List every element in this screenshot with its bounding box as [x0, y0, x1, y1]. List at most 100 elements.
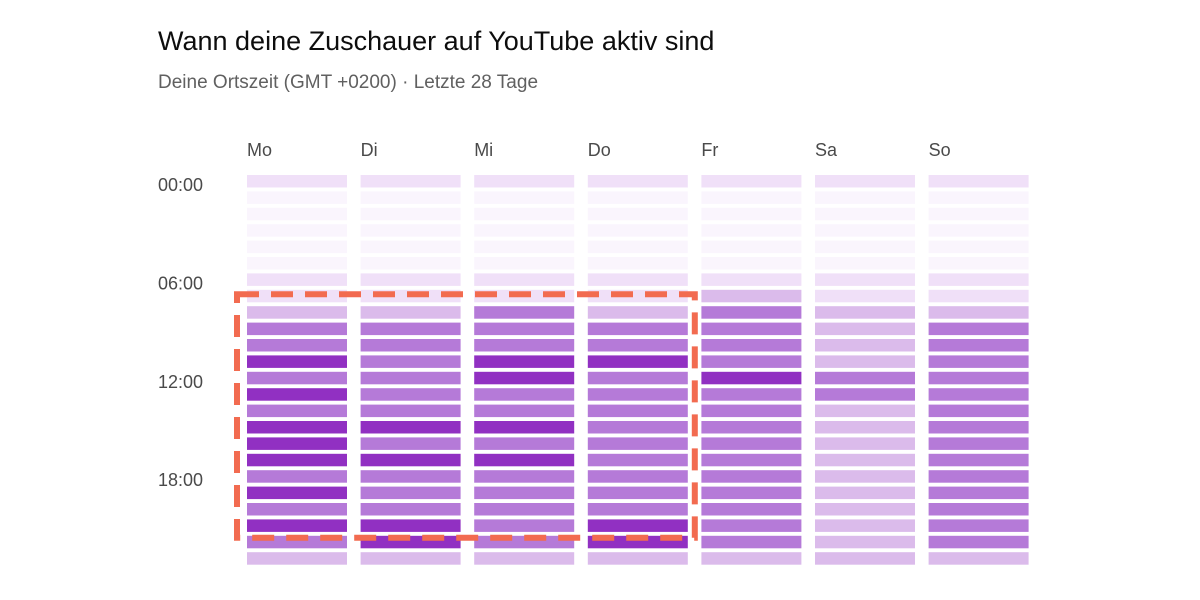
- heatmap-cell-mo-23: [247, 552, 347, 565]
- heatmap-cell-mo-16: [247, 437, 347, 450]
- day-label-mo: Mo: [247, 140, 272, 160]
- heatmap-cell-mi-17: [474, 453, 575, 467]
- heatmap-cell-mo-17: [247, 453, 347, 467]
- heatmap-cell-so-00: [928, 175, 1029, 188]
- heatmap-cell-sa-14: [815, 404, 915, 418]
- heatmap-cell-do-13: [587, 388, 688, 401]
- heatmap-cell-do-05: [587, 257, 688, 270]
- heatmap-cells: [247, 175, 1029, 565]
- heatmap-cell-mo-19: [247, 486, 347, 500]
- heatmap-cell-sa-05: [815, 257, 915, 270]
- heatmap-cell-mi-03: [474, 224, 575, 237]
- heatmap-cell-mo-12: [247, 371, 347, 385]
- heatmap-cell-do-20: [587, 503, 688, 516]
- heatmap-cell-fr-02: [701, 207, 802, 221]
- heatmap-cell-mi-14: [474, 404, 575, 418]
- heatmap-cell-mo-18: [247, 470, 347, 483]
- heatmap-cell-so-19: [928, 486, 1029, 500]
- day-label-so: So: [929, 140, 951, 160]
- heatmap-cell-fr-03: [701, 224, 802, 237]
- heatmap-cell-mo-02: [247, 207, 347, 221]
- heatmap-cell-so-09: [928, 322, 1029, 336]
- heatmap-cell-do-14: [587, 404, 688, 418]
- heatmap-cell-do-21: [587, 519, 688, 532]
- heatmap-cell-so-15: [928, 421, 1029, 434]
- heatmap-cell-mi-00: [474, 175, 575, 188]
- heatmap-cell-mo-04: [247, 240, 347, 254]
- heatmap-cell-mi-15: [474, 421, 575, 434]
- heatmap-cell-so-12: [928, 371, 1029, 385]
- heatmap-cell-mo-21: [247, 519, 347, 532]
- heatmap-cell-mi-10: [474, 339, 575, 352]
- heatmap-cell-do-10: [587, 339, 688, 352]
- time-label-1200: 12:00: [158, 372, 203, 392]
- heatmap-cell-so-02: [928, 207, 1029, 221]
- heatmap-cell-do-03: [587, 224, 688, 237]
- heatmap-cell-di-06: [360, 273, 461, 286]
- heatmap-cell-do-00: [587, 175, 688, 188]
- heatmap-cell-sa-22: [815, 535, 915, 549]
- heatmap-cell-so-20: [928, 503, 1029, 516]
- heatmap-cell-di-21: [360, 519, 461, 532]
- heatmap-cell-so-10: [928, 339, 1029, 352]
- heatmap-cell-mi-21: [474, 519, 575, 532]
- day-label-fr: Fr: [701, 140, 718, 160]
- heatmap-cell-mo-13: [247, 388, 347, 401]
- heatmap-cell-so-16: [928, 437, 1029, 450]
- heatmap-cell-di-09: [360, 322, 461, 336]
- heatmap-cell-di-23: [360, 552, 461, 565]
- heatmap-cell-mi-05: [474, 257, 575, 270]
- heatmap-cell-fr-15: [701, 421, 802, 434]
- heatmap-cell-mo-05: [247, 257, 347, 270]
- heatmap-cell-fr-06: [701, 273, 802, 286]
- chart-subtitle: Deine Ortszeit (GMT +0200) · Letzte 28 T…: [158, 72, 539, 93]
- heatmap-cell-fr-20: [701, 503, 802, 516]
- heatmap-cell-do-18: [587, 470, 688, 483]
- heatmap-cell-so-07: [928, 289, 1029, 303]
- heatmap-cell-do-19: [587, 486, 688, 500]
- heatmap-cell-do-06: [587, 273, 688, 286]
- heatmap-cell-mo-08: [247, 306, 347, 319]
- heatmap-cell-so-14: [928, 404, 1029, 418]
- heatmap-cell-mi-09: [474, 322, 575, 336]
- heatmap-cell-di-17: [360, 453, 461, 467]
- heatmap-cell-mo-10: [247, 339, 347, 352]
- heatmap-cell-sa-18: [815, 470, 915, 483]
- heatmap-cell-so-03: [928, 224, 1029, 237]
- heatmap-cell-mo-11: [247, 355, 347, 368]
- heatmap-cell-so-11: [928, 355, 1029, 368]
- heatmap-cell-mo-15: [247, 421, 347, 434]
- heatmap-cell-mi-08: [474, 306, 575, 319]
- heatmap-cell-di-11: [360, 355, 461, 368]
- heatmap-cell-fr-01: [701, 191, 802, 204]
- heatmap-cell-fr-19: [701, 486, 802, 500]
- heatmap-cell-sa-11: [815, 355, 915, 368]
- heatmap-cell-so-22: [928, 535, 1029, 549]
- heatmap-cell-mi-04: [474, 240, 575, 254]
- heatmap-cell-so-21: [928, 519, 1029, 532]
- heatmap-cell-di-20: [360, 503, 461, 516]
- heatmap-cell-sa-17: [815, 453, 915, 467]
- heatmap-cell-mi-11: [474, 355, 575, 368]
- heatmap-cell-mi-16: [474, 437, 575, 450]
- heatmap-cell-so-23: [928, 552, 1029, 565]
- heatmap-cell-fr-07: [701, 289, 802, 303]
- heatmap-cell-do-17: [587, 453, 688, 467]
- heatmap-cell-so-04: [928, 240, 1029, 254]
- heatmap-cell-do-02: [587, 207, 688, 221]
- heatmap-cell-so-05: [928, 257, 1029, 270]
- heatmap-cell-fr-10: [701, 339, 802, 352]
- heatmap-cell-sa-20: [815, 503, 915, 516]
- heatmap-cell-di-05: [360, 257, 461, 270]
- heatmap-cell-fr-04: [701, 240, 802, 254]
- heatmap-cell-sa-21: [815, 519, 915, 532]
- heatmap-cell-mi-20: [474, 503, 575, 516]
- heatmap-cell-sa-00: [815, 175, 915, 188]
- heatmap-cell-sa-02: [815, 207, 915, 221]
- heatmap-cell-di-04: [360, 240, 461, 254]
- heatmap-cell-mi-23: [474, 552, 575, 565]
- heatmap-cell-mi-02: [474, 207, 575, 221]
- heatmap-cell-so-17: [928, 453, 1029, 467]
- heatmap-cell-di-01: [360, 191, 461, 204]
